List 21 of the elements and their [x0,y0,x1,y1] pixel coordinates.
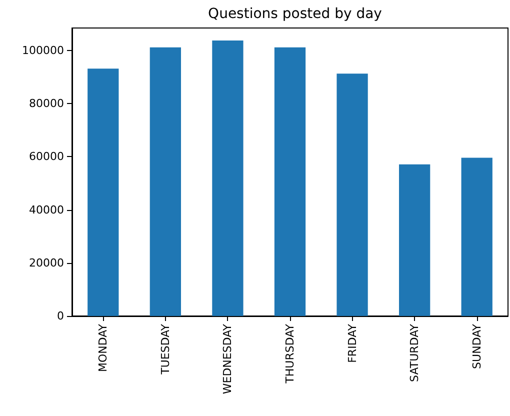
bar [212,40,244,316]
x-tick-label: SATURDAY [408,324,422,382]
y-tick-label: 80000 [29,97,64,110]
bar [399,164,430,316]
x-tick-label: MONDAY [96,324,110,372]
bar [88,68,119,316]
x-tick-label: WEDNESDAY [221,324,234,394]
bar [150,47,181,316]
bar [461,158,492,316]
y-tick-label: 60000 [29,150,64,164]
bar [274,47,306,316]
x-tick-label: TUESDAY [158,324,172,376]
y-tick-label: 0 [57,310,64,322]
y-tick-label: 100000 [22,44,64,58]
bar [336,74,368,316]
y-tick-label: 40000 [29,203,64,216]
x-tick-label: SUNDAY [470,324,484,369]
x-tick-label: THURSDAY [284,324,296,384]
y-tick-label: 20000 [29,256,64,270]
chart-title: Questions posted by day [208,6,382,22]
x-tick-label: FRIDAY [346,324,359,363]
